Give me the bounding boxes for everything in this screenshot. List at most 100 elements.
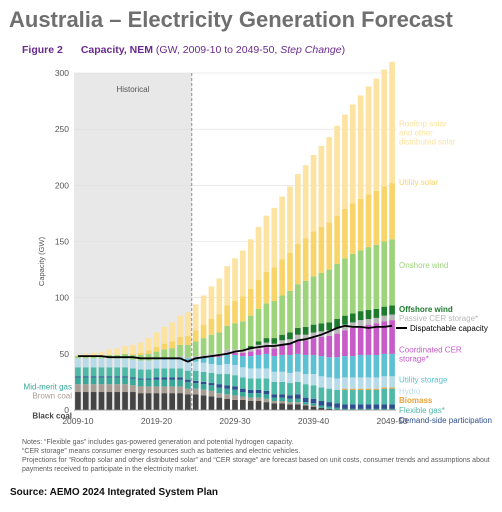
bar-segment [295,353,301,372]
bar-segment [177,368,183,378]
bar-segment [318,226,325,273]
bar-segment [247,401,254,410]
bar-segment [334,407,340,410]
bar-segment [334,357,340,379]
bar-segment [185,361,191,371]
bar-segment [216,374,223,385]
bar-segment [200,362,207,372]
bar-segment [75,377,81,385]
bar-segment [326,402,333,407]
bar-segment [122,358,128,368]
bar-segment [349,404,356,409]
bar-segment [82,356,89,359]
bar-segment [271,267,278,302]
bar-segment [208,357,215,364]
bar-segment [326,377,333,389]
bar-segment [287,383,293,396]
x-tick-label: 2019-20 [141,416,172,426]
bar-segment [122,345,128,354]
bar-segment [208,319,215,335]
bar-segment [185,379,191,382]
bar-segment [287,404,293,410]
bar-segment [247,368,254,379]
bar-segment [130,377,136,379]
y-tick-label: 250 [55,124,69,134]
bar-segment [326,269,333,323]
bar-segment [153,368,160,378]
y-tick-label: 0 [64,405,69,415]
bar-segment [247,345,254,349]
bar-segment [279,354,285,372]
bar-segment [389,305,395,315]
bar-segment [365,319,372,325]
bar-segment [279,397,285,402]
bar-segment [177,359,183,369]
bar-segment [224,398,230,410]
bar-segment [169,322,175,342]
bar-segment [161,326,168,344]
x-tick-label: 2009-10 [62,416,93,426]
bar-segment [90,377,97,385]
figure-subtitle-scenario: Step Change [280,44,342,56]
bar-segment [247,393,254,398]
bar-segment [357,389,364,405]
bar-segment [208,334,215,354]
bar-segment [177,336,183,345]
bar-segment [271,381,278,395]
legend-label: Offshore wind [399,305,453,314]
bar-segment [255,389,262,394]
bar-segment [263,342,270,348]
bar-segment [271,394,278,398]
bar-segment [145,338,152,351]
bar-segment [114,358,121,368]
legend-label: Biomass [399,396,433,405]
bar-segment [232,301,238,324]
bar-segment [302,238,309,281]
bar-segment [279,371,285,382]
bar-segment [247,378,254,390]
bar-segment [145,350,152,354]
bar-segment [240,296,246,322]
bar-segment [302,374,309,385]
bar-segment [357,377,364,389]
figure-label: Figure 2 [22,44,63,56]
bar-segment [357,354,364,378]
bar-segment [295,398,301,403]
bar-segment [75,392,81,410]
bar-segment [192,330,199,342]
bar-segment [232,375,238,387]
bar-segment [389,353,395,377]
bar-segment [106,392,113,410]
bar-segment [185,335,191,345]
bar-segment [318,146,325,227]
bar-segment [381,315,388,322]
bar-segment [200,295,207,325]
bar-segment [365,408,372,410]
bar-segment [114,367,121,377]
bar-segment [161,386,168,394]
bar-segment [98,384,105,393]
bar-segment [373,78,380,191]
bar-segment [310,385,317,399]
bar-segment [365,377,372,389]
bar-segment [389,314,395,321]
bar-segment [357,320,364,326]
bar-segment [342,356,348,378]
bar-segment [365,354,372,378]
page-title: Australia – Electricity Generation Forec… [9,7,453,32]
bar-segment [137,360,144,370]
bar-segment [224,354,230,364]
bar-segment [310,398,317,404]
note-line: Notes: “Flexible gas” includes gas-power… [22,439,294,446]
bar-segment [90,376,97,378]
bar-segment [310,324,317,333]
bar-segment [200,354,207,358]
y-tick-label: 300 [55,68,69,78]
bar-segment [161,359,168,369]
bar-segment [82,377,89,385]
bar-segment [137,393,144,410]
bar-segment [349,388,356,390]
bar-segment [200,338,207,355]
bar-segment [271,301,278,339]
